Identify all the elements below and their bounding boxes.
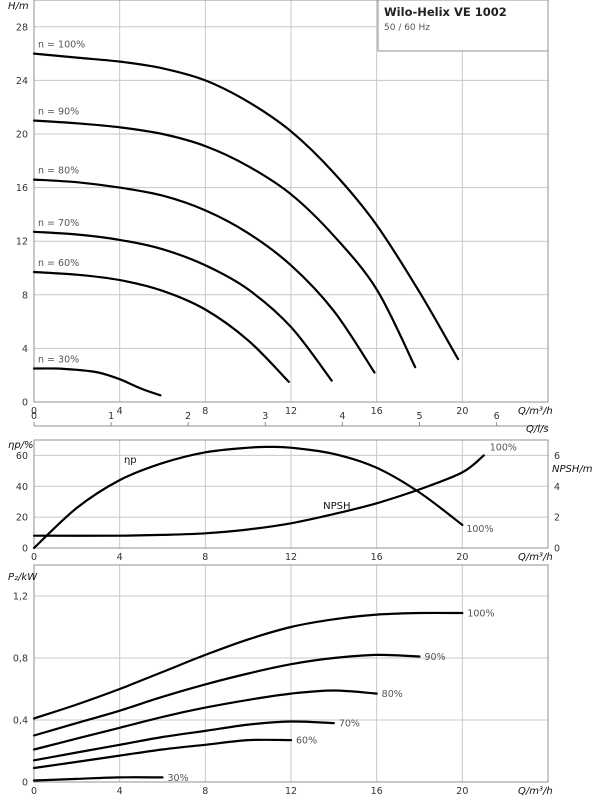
- series-line: [32, 689, 378, 751]
- x-tick-label: 4: [117, 786, 123, 797]
- y-right-tick-label: 2: [554, 513, 560, 524]
- x-axis-title: Q/m³/h: [518, 786, 553, 797]
- series-end-label: 100%: [490, 442, 517, 453]
- series-line: [32, 178, 376, 374]
- x-tick-label: 20: [456, 406, 468, 417]
- x-axis-title: Q/m³/h: [518, 406, 553, 417]
- x-tick-label: 8: [202, 786, 208, 797]
- title-box: Wilo-Helix VE 1002 50 / 60 Hz: [377, 0, 549, 52]
- secondary-x-tick-label: 0: [31, 411, 37, 422]
- y-tick-label: 60: [16, 451, 28, 462]
- series-label: n = 60%: [38, 258, 79, 269]
- series-label: n = 80%: [38, 166, 79, 177]
- panel-efficiency-npsh: 0 4 8 12 16 200204060ηp/%Q/m³/h0246NPSH/m100%…: [8, 439, 592, 563]
- y-right-axis-title: NPSH/m: [552, 464, 592, 475]
- y-right-tick-label: 0: [554, 544, 560, 555]
- y-tick-label: 40: [16, 482, 28, 493]
- y-tick-label: 0: [22, 544, 28, 555]
- y-tick-label: 0,8: [13, 654, 28, 665]
- y-tick-label: 12: [16, 237, 28, 248]
- y-tick-label: 8: [22, 290, 28, 301]
- y-right-tick-label: 6: [554, 451, 560, 462]
- series-line: [32, 52, 460, 361]
- y-tick-label: 16: [16, 183, 28, 194]
- x-tick-label: 12: [285, 552, 297, 563]
- y-right-tick-label: 4: [554, 482, 560, 493]
- chart-subtitle: 50 / 60 Hz: [384, 23, 430, 33]
- series-label: n = 30%: [38, 355, 79, 366]
- series-label: 70%: [339, 719, 360, 730]
- x-tick-label: 0: [31, 406, 37, 417]
- secondary-x-tick-label: 4: [339, 411, 345, 422]
- plot-frame: [33, 0, 549, 403]
- series-label: 60%: [296, 736, 317, 747]
- series-label: 100%: [467, 609, 494, 620]
- series-line: [32, 776, 164, 782]
- x-tick-label: 4: [117, 552, 123, 563]
- secondary-x-tick-label: 5: [416, 411, 422, 422]
- y-tick-label: 20: [16, 513, 28, 524]
- chart-title: Wilo-Helix VE 1002: [384, 5, 507, 19]
- series-line: [32, 653, 421, 737]
- series-label: n = 100%: [38, 40, 85, 51]
- title-box-frame: [377, 0, 549, 52]
- series-line-efficiency: [32, 445, 464, 550]
- x-tick-label: 8: [202, 406, 208, 417]
- series-label: n = 70%: [38, 218, 79, 229]
- x-tick-label: 16: [371, 406, 383, 417]
- secondary-x-axis-title: Q/l/s: [526, 424, 549, 435]
- secondary-x-tick-label: 6: [494, 411, 500, 422]
- y-tick-label: 24: [16, 76, 28, 87]
- series-line: [32, 611, 464, 720]
- secondary-x-tick-label: 1: [108, 411, 114, 422]
- x-tick-label: 8: [202, 552, 208, 563]
- x-axis-title: Q/m³/h: [518, 552, 553, 563]
- series-name-label: NPSH: [323, 501, 350, 512]
- x-tick-label: 20: [456, 786, 468, 797]
- y-tick-label: 1,2: [13, 592, 28, 603]
- plot-frame: [33, 564, 549, 783]
- series-line: [32, 720, 335, 762]
- x-tick-label: 0: [31, 552, 37, 563]
- x-tick-label: 12: [285, 406, 297, 417]
- x-tick-label: 16: [371, 552, 383, 563]
- series-line: [32, 367, 162, 397]
- secondary-x-tick-label: 3: [262, 411, 268, 422]
- y-tick-label: 0,4: [13, 716, 28, 727]
- series-end-label: 100%: [466, 524, 493, 535]
- series-label: 80%: [382, 689, 403, 700]
- x-tick-label: 16: [371, 786, 383, 797]
- series-label: 30%: [168, 773, 189, 784]
- panel-power: 0 4 8 12 16 20 0 0,4 0,8 1,2 P₂/kW Q/m³/h 100% 90% 80%…: [8, 564, 553, 797]
- x-tick-label: 4: [117, 406, 123, 417]
- series-line: [32, 270, 290, 383]
- y-tick-label: 20: [16, 130, 28, 141]
- plot-frame: [33, 439, 549, 549]
- x-tick-label: 20: [456, 552, 468, 563]
- x-tick-label: 0: [31, 786, 37, 797]
- y-tick-label: 4: [22, 344, 28, 355]
- y-tick-label: 0: [22, 778, 28, 789]
- y-tick-label: 28: [16, 22, 28, 33]
- series-line-npsh: [32, 454, 485, 537]
- series-line: [32, 230, 333, 382]
- y-axis-title: P₂/kW: [8, 572, 38, 583]
- series-line: [32, 738, 293, 770]
- series-label: 90%: [425, 652, 446, 663]
- y-axis-title: ηp/%: [8, 440, 34, 451]
- x-tick-label: 12: [285, 786, 297, 797]
- secondary-x-tick-label: 2: [185, 411, 191, 422]
- series-line: [32, 119, 417, 369]
- series-name-label: ηp: [124, 455, 137, 466]
- y-tick-label: 0: [22, 398, 28, 409]
- series-label: n = 90%: [38, 107, 79, 118]
- y-axis-title: H/m: [8, 1, 29, 12]
